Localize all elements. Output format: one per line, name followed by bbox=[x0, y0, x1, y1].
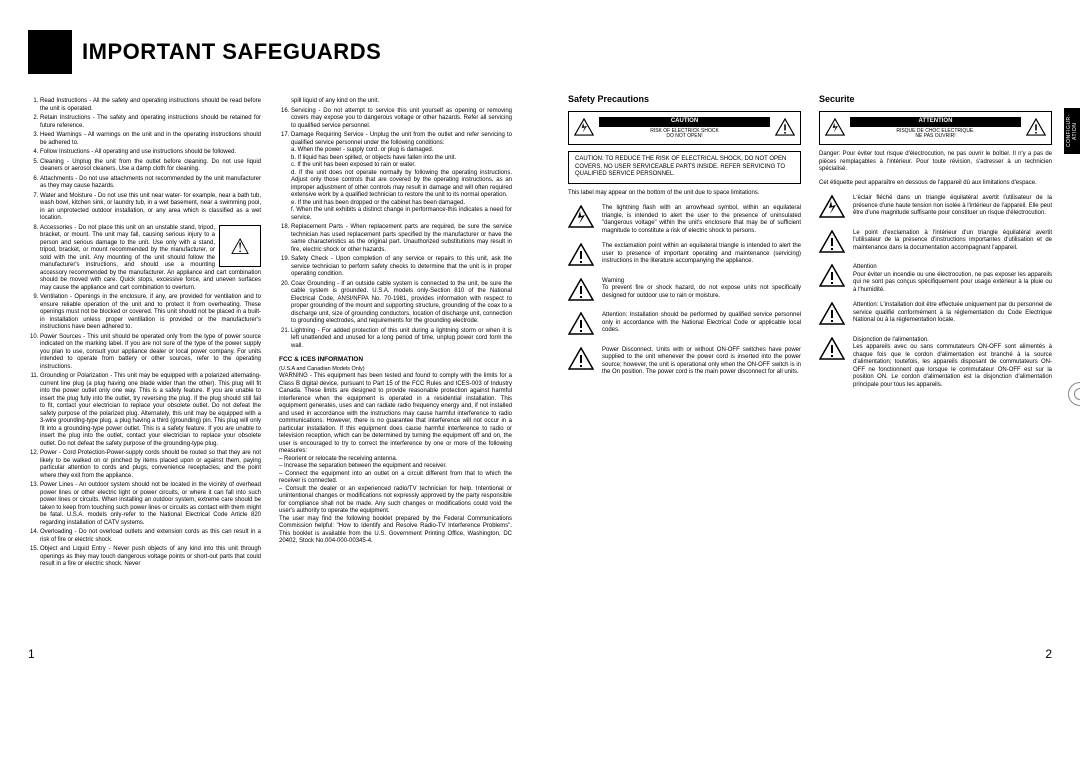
warning-row: The lightning flash with an arrowhead sy… bbox=[568, 205, 801, 235]
warning-row: Power Disconnect. Units with or without … bbox=[568, 347, 801, 377]
safety-col-en: Safety Precautions CAUTION RISK OF ELECT… bbox=[568, 94, 801, 397]
left-col-2: spill liquid of any kind on the unit. Se… bbox=[279, 98, 512, 571]
page-number-right: 2 bbox=[1045, 647, 1052, 661]
caution-label-fr: ATTENTION bbox=[850, 117, 1021, 127]
bolt-icon bbox=[820, 118, 850, 140]
safeguard-item: Ventilation - Openings in the enclosure,… bbox=[40, 294, 261, 332]
safeguard-item: Replacement Parts - When replacement par… bbox=[291, 224, 512, 254]
warning-text: Attention Pour éviter un incendie ou une… bbox=[853, 264, 1052, 294]
label-note-fr: Cet étiquette peut apparaître en dessous… bbox=[819, 180, 1052, 188]
registration-mark-icon bbox=[1068, 382, 1080, 406]
page-title: IMPORTANT SAFEGUARDS bbox=[82, 39, 381, 65]
left-col-1: Read Instructions - All the safety and o… bbox=[28, 98, 261, 571]
page-1: IMPORTANT SAFEGUARDS Read Instructions -… bbox=[0, 0, 540, 763]
overflow-text: spill liquid of any kind on the unit. bbox=[279, 98, 512, 106]
heading-safety: Safety Precautions bbox=[568, 94, 801, 105]
safeguard-item: Follow Instructions - All operating and … bbox=[40, 149, 261, 157]
safeguard-item: Lightning - For added protection of this… bbox=[291, 328, 512, 351]
bolt-triangle-icon bbox=[568, 205, 596, 235]
caution-sub-en: RISK OF ELECTRICK SHOCK DO NOT OPEN! bbox=[599, 129, 770, 140]
heading-securite: Securite bbox=[819, 94, 1052, 105]
left-columns: Read Instructions - All the safety and o… bbox=[28, 98, 512, 571]
exclamation-triangle-icon bbox=[568, 312, 596, 339]
safeguard-item: Attachments - Do not use attachments not… bbox=[40, 176, 261, 191]
caution-box-en: CAUTION RISK OF ELECTRICK SHOCK DO NOT O… bbox=[568, 111, 801, 145]
exclamation-triangle-icon bbox=[568, 243, 596, 270]
warning-text: Warning To prevent fire or shock hazard,… bbox=[602, 278, 801, 305]
warning-row: Disjonction de l'alimentation. Les appar… bbox=[819, 337, 1052, 390]
safeguard-item: ⚠Accessories - Do not place this unit on… bbox=[40, 225, 261, 293]
exclamation-triangle-icon bbox=[819, 230, 847, 257]
exclamation-triangle-icon bbox=[819, 302, 847, 329]
side-tab: CONFIGUR- ATION bbox=[1064, 108, 1080, 154]
excl-icon bbox=[770, 118, 800, 140]
exclamation-triangle-icon bbox=[819, 337, 847, 390]
notice-en: CAUTION: TO REDUCE THE RISK OF ELECTRICA… bbox=[568, 151, 801, 184]
exclamation-triangle-icon bbox=[568, 347, 596, 377]
warning-text: The exclamation point within an equilate… bbox=[602, 243, 801, 270]
safeguard-item: Grounding or Polarization - This unit ma… bbox=[40, 373, 261, 448]
warning-row: L'éclair fléché dans un triangle équilat… bbox=[819, 195, 1052, 222]
exclamation-triangle-icon bbox=[568, 278, 596, 305]
caution-box-fr: ATTENTION RISQUE DE CHOC ELECTRIQUE. NE … bbox=[819, 111, 1052, 145]
page-number-left: 1 bbox=[28, 647, 35, 661]
caution-sub-fr: RISQUE DE CHOC ELECTRIQUE. NE PAS OUVRIR… bbox=[850, 129, 1021, 140]
warning-text: Attention: L'installation doit être effe… bbox=[853, 302, 1052, 329]
safety-col-fr: Securite ATTENTION RISQUE DE CHOC ELECTR… bbox=[819, 94, 1052, 397]
danger-fr: Danger: Pour éviter tout risque d'électr… bbox=[819, 151, 1052, 174]
warning-row: Attention: L'installation doit être effe… bbox=[819, 302, 1052, 329]
caution-label-en: CAUTION bbox=[599, 117, 770, 127]
safeguard-item: Safety Check - Upon completion of any se… bbox=[291, 256, 512, 279]
warning-text: Power Disconnect. Units with or without … bbox=[602, 347, 801, 377]
safeguard-item: Servicing - Do not attempt to service th… bbox=[291, 108, 512, 131]
title-block: IMPORTANT SAFEGUARDS bbox=[28, 30, 512, 74]
safeguard-item: Coax Grounding - If an outside cable sys… bbox=[291, 281, 512, 326]
bolt-icon bbox=[569, 118, 599, 140]
label-note-en: This label may appear on the bottom of t… bbox=[568, 190, 801, 198]
safeguard-item: Damage Requiring Service - Unplug the un… bbox=[291, 132, 512, 222]
fcc-sub: (U.S.A and Canadian Models Only) bbox=[279, 366, 512, 373]
warning-text: The lightning flash with an arrowhead sy… bbox=[602, 205, 801, 235]
safeguard-item: Water and Moisture - Do not use this uni… bbox=[40, 193, 261, 223]
warning-text: Attention: Installation should be perfor… bbox=[602, 312, 801, 339]
safeguard-item: Read Instructions - All the safety and o… bbox=[40, 98, 261, 113]
title-square-icon bbox=[28, 30, 72, 74]
page-2: CONFIGUR- ATION Safety Precautions CAUTI… bbox=[540, 0, 1080, 763]
safeguard-item: Power - Cord Protection-Power-supply cor… bbox=[40, 450, 261, 480]
safeguard-item: Overloading - Do not overload outlets an… bbox=[40, 529, 261, 544]
warning-row: The exclamation point within an equilate… bbox=[568, 243, 801, 270]
safeguard-item: Retain Instructions - The safety and ope… bbox=[40, 115, 261, 130]
cart-tip-icon: ⚠ bbox=[219, 225, 261, 267]
exclamation-triangle-icon bbox=[819, 264, 847, 294]
fcc-heading: FCC & ICES INFORMATION bbox=[279, 356, 512, 364]
warning-text: Le point d'exclamation à l'intérieur d'u… bbox=[853, 230, 1052, 257]
warning-text: Disjonction de l'alimentation. Les appar… bbox=[853, 337, 1052, 390]
safeguard-item: Power Lines - An outdoor system should n… bbox=[40, 482, 261, 527]
safeguard-item: Heed Warnings - All warnings on the unit… bbox=[40, 132, 261, 147]
warning-text: L'éclair fléché dans un triangle équilat… bbox=[853, 195, 1052, 222]
warning-row: Attention: Installation should be perfor… bbox=[568, 312, 801, 339]
safeguard-item: Power Sources - This unit should be oper… bbox=[40, 334, 261, 372]
safeguard-item: Object and Liquid Entry - Never push obj… bbox=[40, 546, 261, 569]
fcc-body: WARNING - This equipment has been tested… bbox=[279, 373, 512, 546]
safeguard-item: Cleaning - Unplug the unit from the outl… bbox=[40, 159, 261, 174]
warning-row: Le point d'exclamation à l'intérieur d'u… bbox=[819, 230, 1052, 257]
warning-row: Warning To prevent fire or shock hazard,… bbox=[568, 278, 801, 305]
warning-row: Attention Pour éviter un incendie ou une… bbox=[819, 264, 1052, 294]
excl-icon bbox=[1021, 118, 1051, 140]
right-columns: Safety Precautions CAUTION RISK OF ELECT… bbox=[568, 94, 1052, 397]
bolt-triangle-icon bbox=[819, 195, 847, 222]
